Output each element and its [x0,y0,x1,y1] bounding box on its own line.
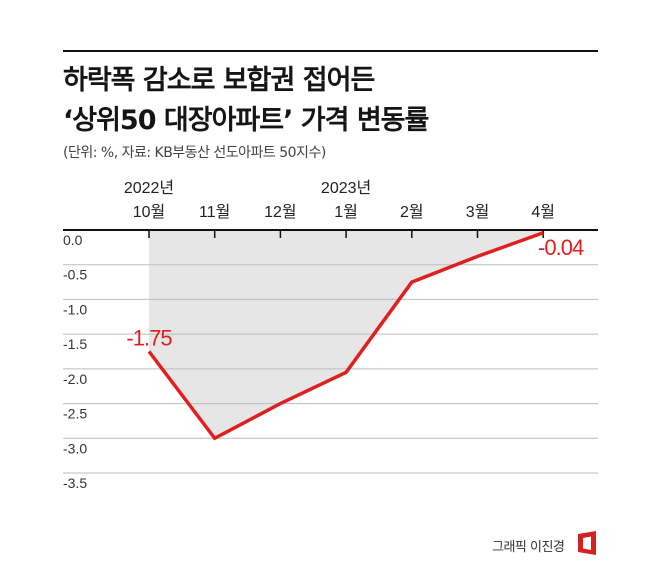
series-line [147,231,544,441]
chart-title-line1: 하락폭 감소로 보합권 접어든 [63,65,375,96]
x-tick-label: 1월 [334,203,358,221]
y-tick-label: 0.0 [63,232,83,248]
x-tick-label: 2월 [400,203,424,221]
x-tick-label: 4월 [531,203,555,221]
data-label: -1.75 [126,326,172,351]
chart-title-line2: ‘상위50 대장아파트’ 가격 변동률 [63,105,429,136]
y-tick-label: -2.5 [63,406,87,422]
y-tick-label: -0.5 [63,267,87,283]
y-tick-label: -3.0 [63,440,87,456]
x-tick-label: 12월 [264,203,297,221]
publisher-logo-icon [578,531,596,555]
top-rule [63,50,598,52]
graphic-credit: 그래픽 이진경 [492,540,565,555]
y-tick-label: -1.5 [63,336,87,352]
y-tick-label: -1.0 [63,301,87,317]
x-tick-label: 10월 [133,203,166,221]
x-tick-label: 11월 [199,203,230,221]
chart-source-note: (단위: %, 자료: KB부동산 선도아파트 50지수) [63,145,326,161]
data-label: -0.04 [538,235,584,260]
x-year-label: 2022년 [124,179,174,197]
y-tick-label: -2.0 [63,371,87,387]
x-year-label: 2023년 [321,179,371,197]
y-tick-label: -3.5 [63,475,87,491]
x-tick-label: 3월 [466,203,490,221]
